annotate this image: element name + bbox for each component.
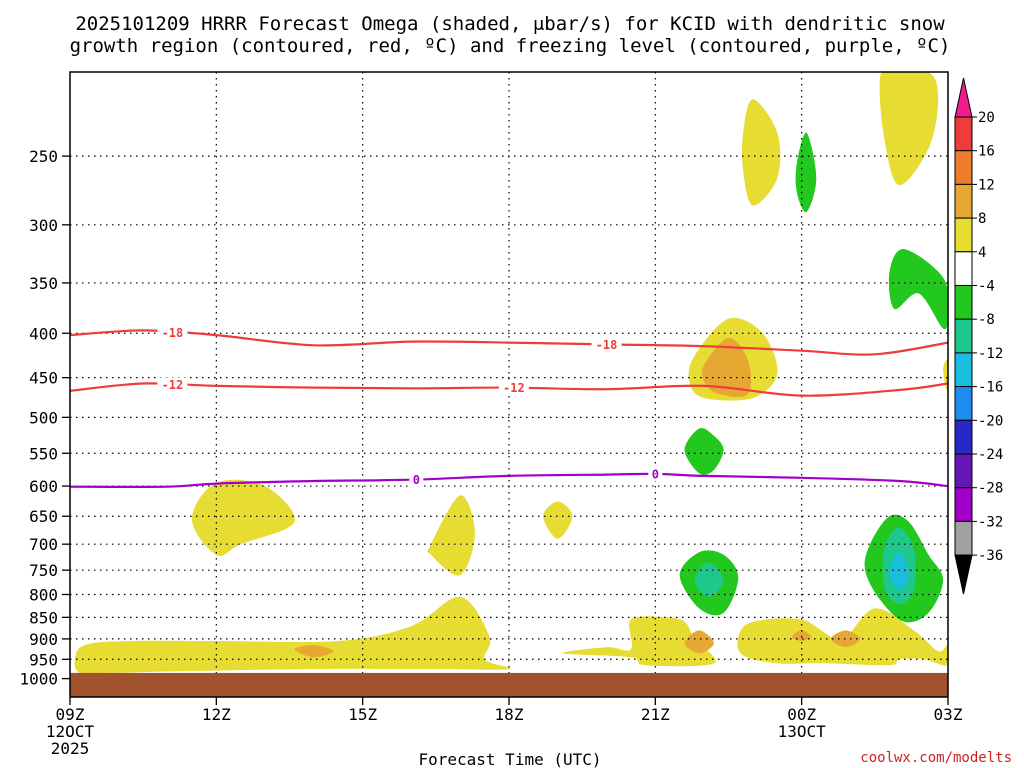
y-tick-label-850: 850 [29,608,58,627]
contour-label-0-0: 0 [413,473,420,487]
omega-shade-8 [879,72,939,186]
ground [70,672,948,697]
x-tick-label-12Z: 12Z [202,705,231,724]
colorbar-bottom-triangle [954,554,973,595]
colorbar-box-9 [954,419,973,455]
omega-shade-4 [562,616,716,667]
omega-shade-17 [684,427,724,475]
credit-text: coolwx.com/modelts [860,750,1012,766]
omega-shade-12 [684,630,714,654]
y-axis: 250 300 350 400 450 500 550 600 650 700 750 800 850 9… [19,147,70,689]
y-tick-label-250: 250 [29,147,58,166]
omega-shade-3 [543,501,573,539]
colorbar-box-5 [954,285,973,320]
x-tick-label-21Z: 21Z [641,705,670,724]
y-tick-label-300: 300 [29,216,58,235]
omega-shade-11 [294,645,334,658]
x-axis-label: Forecast Time (UTC) [418,750,601,768]
contour-label-bg--12-1 [498,380,529,395]
omega-shade-16 [888,249,948,330]
chart-title-line-1: 2025101209 HRRR Forecast Omega (shaded, … [75,13,945,35]
y-tick-label-350: 350 [29,274,58,293]
colorbar-label--4: -4 [978,279,995,295]
omega-shade-20 [694,562,724,597]
colorbar-box-6 [954,318,973,354]
omega-shade-7 [737,608,948,666]
colorbar: 20 16 12 8 4 -4 -8 -12 -16 -20 -24 -28 -32 -36 [954,77,1003,595]
omega-shade-1 [191,479,295,556]
y-tick-label-450: 450 [29,369,58,388]
colorbar-box-4 [954,251,973,287]
colorbar-box-12 [954,520,973,556]
colorbar-label--20: -20 [978,413,1003,429]
y-tick-label-400: 400 [29,324,58,343]
y-tick-label-600: 600 [29,477,58,496]
x-tick-label-00Z: 00Z [787,705,816,724]
y-tick-label-950: 950 [29,650,58,669]
omega-shade-0 [74,596,511,674]
colorbar-label-20: 20 [978,110,995,126]
colorbar-label--8: -8 [978,312,995,328]
contour-label-bg-0-0 [409,472,424,487]
y-tick-label-800: 800 [29,586,58,605]
x-tick-label-03Z: 03Z [934,705,963,724]
colorbar-box-8 [954,386,973,421]
y-tick-label-900: 900 [29,630,58,649]
contour-label-bg--18-0 [157,325,188,340]
colorbar-label--24: -24 [978,447,1003,463]
colorbar-box-1 [954,150,973,185]
contour-label--18-0: -18 [162,326,184,340]
plot-area: -18 -18 -12 -12 0 0 [69,71,949,698]
contour-label--12-0: -12 [162,378,184,392]
plot-inner: -18 -18 -12 -12 0 0 [70,72,948,697]
omega-shade-14 [830,630,861,648]
y-tick-label-750: 750 [29,561,58,580]
omega-shade-2 [427,495,475,576]
y-tick-label-500: 500 [29,408,58,427]
colorbar-box-2 [954,183,973,219]
contour-label--12-1: -12 [503,381,525,395]
colorbar-box-11 [954,487,973,522]
colorbar-label--28: -28 [978,481,1003,497]
colorbar-box-10 [954,453,973,489]
colorbar-label--12: -12 [978,346,1003,362]
contour-label-bg--18-1 [591,337,622,352]
contour-label-bg-0-1 [648,466,663,481]
omega-shade-9 [943,360,948,394]
colorbar-box-0 [954,116,973,152]
chart-title-line-2: growth region (contoured, red, ºC) and f… [70,35,951,57]
x-tick-sublabel-09Z-0: 12OCT [46,722,95,741]
colorbar-top-triangle [954,77,973,118]
x-tick-sublabel-00Z-0: 13OCT [778,722,827,741]
contour-label-0-1: 0 [652,467,659,481]
colorbar-label-4: 4 [978,245,986,261]
colorbar-label-16: 16 [978,144,995,160]
x-tick-sublabel-09Z-1: 2025 [51,739,90,758]
colorbar-label--36: -36 [978,548,1003,564]
omega-shade-10 [701,337,752,398]
y-tick-label-700: 700 [29,535,58,554]
x-tick-label-18Z: 18Z [495,705,524,724]
contour-label-bg--12-0 [157,377,188,392]
omega-shade-15 [795,132,817,213]
colorbar-label--32: -32 [978,514,1003,530]
contour-line-0 [70,472,948,489]
y-tick-label-650: 650 [29,507,58,526]
colorbar-box-7 [954,352,973,388]
x-tick-label-09Z: 09Z [56,705,85,724]
colorbar-label--16: -16 [978,380,1003,396]
y-tick-label-550: 550 [29,444,58,463]
contour-line--18 [70,329,948,356]
colorbar-label-8: 8 [978,211,986,227]
colorbar-label-12: 12 [978,177,995,193]
x-tick-label-15Z: 15Z [348,705,377,724]
y-tick-label-1000: 1000 [19,670,58,689]
contour-label--18-1: -18 [596,338,618,352]
omega-shade-22 [889,552,909,590]
omega-shade-5 [741,99,781,206]
colorbar-box-3 [954,217,973,253]
